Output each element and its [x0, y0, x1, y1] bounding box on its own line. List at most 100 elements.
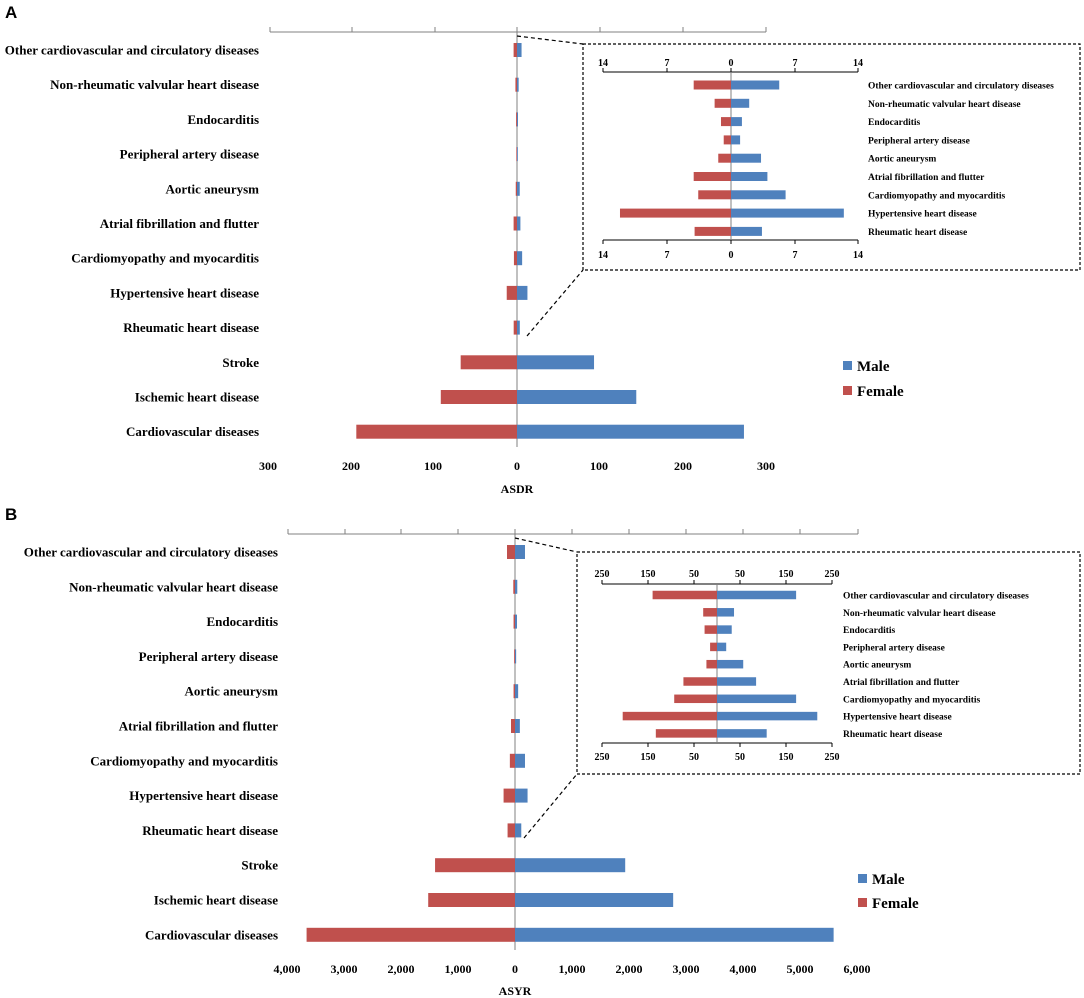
male-bar — [517, 43, 522, 57]
male-bar — [515, 545, 525, 559]
inset-female-bar — [718, 153, 731, 163]
category-label: Aortic aneurysm — [184, 684, 278, 699]
inset-category-label: Atrial fibrillation and flutter — [868, 173, 985, 183]
category-label: Non-rheumatic valvular heart disease — [69, 579, 278, 594]
inset-category-label: Cardiomyopathy and myocarditis — [868, 191, 1006, 201]
inset-category-label: Rheumatic heart disease — [868, 228, 967, 238]
male-bar — [517, 424, 744, 439]
female-bar — [356, 424, 517, 439]
inset-male-bar — [731, 80, 780, 90]
inset-top-tick-label: 7 — [665, 58, 670, 69]
inset-category-label: Rheumatic heart disease — [843, 730, 942, 740]
inset-category-label: Hypertensive heart disease — [868, 210, 977, 220]
inset-category-label: Atrial fibrillation and flutter — [843, 678, 960, 688]
legend-male-label: Male — [857, 359, 890, 375]
inset-bottom-tick-label: 250 — [825, 752, 840, 763]
male-bar — [515, 753, 525, 768]
x-tick-label: 200 — [342, 459, 360, 473]
female-bar — [460, 355, 517, 370]
inset-female-bar — [693, 172, 731, 181]
inset-category-label: Aortic aneurysm — [868, 155, 936, 165]
zoom-connector — [526, 269, 584, 337]
legend-male-swatch — [843, 361, 852, 370]
male-bar — [517, 251, 523, 266]
male-bar — [517, 390, 637, 404]
inset-male-bar — [731, 226, 762, 236]
inset-male-bar — [731, 208, 844, 218]
inset-male-bar — [717, 625, 732, 634]
legend-male-swatch — [858, 874, 867, 883]
x-tick-label: 1,000 — [445, 962, 472, 976]
inset-top-tick-label: 250 — [595, 569, 610, 580]
x-tick-label: 300 — [259, 459, 277, 473]
x-tick-label: 5,000 — [787, 962, 814, 976]
x-tick-label: 4,000 — [274, 962, 301, 976]
inset-category-label: Peripheral artery disease — [843, 643, 945, 653]
x-axis-title: ASDR — [501, 482, 534, 496]
female-bar — [513, 579, 515, 594]
inset-top-tick-label: 50 — [735, 569, 745, 580]
male-bar — [515, 719, 520, 733]
inset-male-bar — [717, 729, 767, 738]
male-bar — [517, 320, 520, 335]
inset-frame — [576, 551, 1081, 775]
inset-category-label: Endocarditis — [843, 626, 896, 636]
inset-bottom-tick-label: 7 — [665, 250, 670, 261]
x-tick-label: 2,000 — [388, 962, 415, 976]
male-bar — [517, 216, 521, 231]
category-label: Atrial fibrillation and flutter — [119, 719, 278, 734]
category-label: Peripheral artery disease — [120, 147, 260, 162]
inset-category-label: Non-rheumatic valvular heart disease — [843, 609, 996, 619]
inset-female-bar — [652, 590, 717, 600]
inset-female-bar — [720, 117, 731, 127]
inset-bottom-tick-label: 250 — [595, 752, 610, 763]
female-bar — [516, 112, 517, 127]
inset-category-label: Peripheral artery disease — [868, 136, 970, 146]
male-bar — [515, 823, 522, 838]
category-label: Other cardiovascular and circulatory dis… — [24, 545, 278, 560]
inset-bottom-tick-label: 14 — [598, 250, 608, 261]
x-tick-label: 1,000 — [559, 962, 586, 976]
inset-bottom-tick-label: 50 — [689, 752, 699, 763]
category-label: Stroke — [241, 858, 278, 873]
female-bar — [513, 251, 517, 266]
category-label: Non-rheumatic valvular heart disease — [50, 77, 259, 92]
male-bar — [517, 181, 520, 196]
female-bar — [440, 390, 517, 404]
category-label: Endocarditis — [187, 112, 259, 127]
category-label: Cardiovascular diseases — [126, 424, 259, 439]
inset-category-label: Other cardiovascular and circulatory dis… — [843, 592, 1029, 602]
category-label: Atrial fibrillation and flutter — [100, 216, 259, 231]
inset-male-bar — [717, 590, 797, 600]
female-bar — [507, 545, 515, 559]
category-label: Other cardiovascular and circulatory dis… — [5, 43, 259, 58]
inset-top-tick-label: 14 — [598, 58, 608, 69]
inset-female-bar — [622, 711, 717, 721]
inset-male-bar — [731, 172, 768, 181]
inset-female-bar — [694, 226, 731, 236]
inset-female-bar — [703, 608, 717, 617]
category-label: Ischemic heart disease — [154, 893, 278, 908]
inset-bottom-tick-label: 150 — [779, 752, 794, 763]
category-label: Ischemic heart disease — [135, 390, 259, 405]
female-bar — [435, 858, 515, 873]
inset-male-bar — [731, 98, 750, 108]
legend-female-swatch — [843, 386, 852, 395]
female-bar — [507, 823, 515, 838]
inset-category-label: Hypertensive heart disease — [843, 713, 952, 723]
inset-female-bar — [714, 98, 731, 108]
inset-female-bar — [723, 135, 731, 145]
x-tick-label: 6,000 — [844, 962, 871, 976]
category-label: Peripheral artery disease — [139, 649, 279, 664]
inset-female-bar — [619, 208, 731, 218]
legend-female-label: Female — [857, 384, 904, 400]
female-bar — [509, 753, 515, 768]
inset-female-bar — [693, 80, 731, 90]
panel-label-b: B — [5, 505, 17, 524]
female-bar — [513, 320, 517, 335]
x-axis-title: ASYR — [499, 984, 532, 998]
female-bar — [428, 893, 515, 907]
male-bar — [515, 927, 834, 942]
category-label: Aortic aneurysm — [165, 181, 259, 196]
legend-female-label: Female — [872, 896, 919, 912]
